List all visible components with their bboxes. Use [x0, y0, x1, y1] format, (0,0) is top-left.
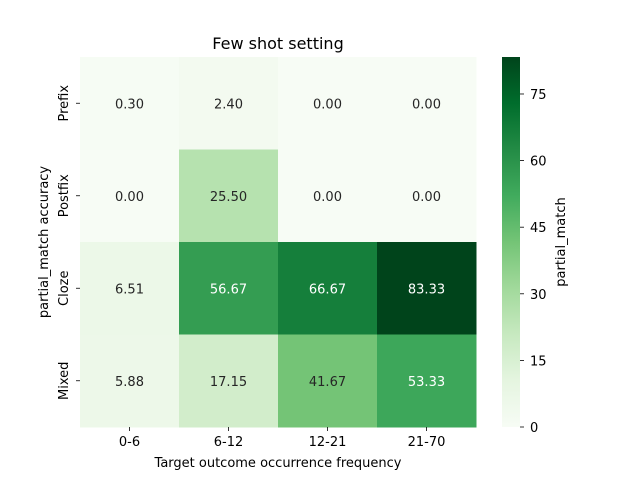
cell-value-label: 0.00: [313, 97, 342, 112]
cell-value-label: 2.40: [214, 97, 243, 112]
heatmap-cell: [80, 242, 180, 335]
y-axis: Prefix Postfix Cloze Mixed: [57, 85, 80, 400]
colorbar-tick-label: 0: [530, 421, 538, 436]
cell-value-label: 0.30: [115, 97, 144, 112]
heatmap-cell: [377, 334, 477, 428]
x-axis-label: Target outcome occurrence frequency: [154, 456, 402, 471]
heatmap-cell: [278, 334, 378, 428]
colorbar-tick-label: 30: [530, 288, 547, 303]
x-tick-label: 12-21: [309, 435, 347, 450]
colorbar-label: partial_match: [554, 197, 569, 286]
cell-value-label: 0.00: [412, 190, 441, 205]
y-tick-label: Cloze: [57, 271, 72, 306]
cell-value-label: 0.00: [115, 190, 144, 205]
heatmap-cell: [179, 149, 279, 243]
colorbar-tick-label: 60: [530, 155, 547, 170]
chart-title: Few shot setting: [212, 34, 343, 53]
cell-value-label: 41.67: [309, 375, 346, 390]
heatmap-cell: [377, 57, 477, 150]
y-tick-label: Prefix: [57, 85, 72, 122]
cell-value-label: 0.00: [313, 190, 342, 205]
heatmap-cell: [80, 149, 180, 243]
heatmap-cell: [377, 149, 477, 243]
x-tick-label: 0-6: [119, 435, 140, 450]
cell-value-label: 66.67: [309, 282, 346, 297]
y-tick-label: Postfix: [57, 174, 72, 217]
colorbar-tick-label: 75: [530, 88, 547, 103]
cell-value-label: 83.33: [408, 282, 445, 297]
heatmap-cell: [278, 242, 378, 335]
x-tick-label: 21-70: [408, 435, 446, 450]
cell-value-label: 53.33: [408, 375, 445, 390]
y-axis-label: partial_match accuracy: [37, 166, 52, 319]
heatmap-cell: [179, 242, 279, 335]
heatmap-cell: [80, 57, 180, 150]
heatmap-cells: [80, 57, 477, 428]
heatmap-cell-labels: 0.30 2.40 0.00 0.00 0.00 25.50 0.00 0.00 6.51 56.…: [115, 97, 445, 390]
colorbar-tick-label: 15: [530, 354, 547, 369]
cell-value-label: 25.50: [210, 190, 247, 205]
x-axis: 0-6 6-12 12-21 21-70: [119, 427, 446, 450]
colorbar-gradient: [502, 57, 520, 427]
heatmap-cell: [377, 242, 477, 335]
heatmap-cell: [179, 334, 279, 428]
colorbar: 0 15 30 45 60 75: [502, 57, 547, 436]
colorbar-tick-label: 45: [530, 221, 547, 236]
cell-value-label: 0.00: [412, 97, 441, 112]
x-tick-label: 6-12: [214, 435, 244, 450]
cell-value-label: 56.67: [210, 282, 247, 297]
cell-value-label: 6.51: [115, 282, 144, 297]
heatmap-cell: [278, 149, 378, 243]
heatmap-cell: [179, 57, 279, 150]
y-tick-label: Mixed: [57, 362, 72, 400]
heatmap-cell: [80, 334, 180, 428]
cell-value-label: 17.15: [210, 375, 247, 390]
cell-value-label: 5.88: [115, 375, 144, 390]
heatmap-cell: [278, 57, 378, 150]
